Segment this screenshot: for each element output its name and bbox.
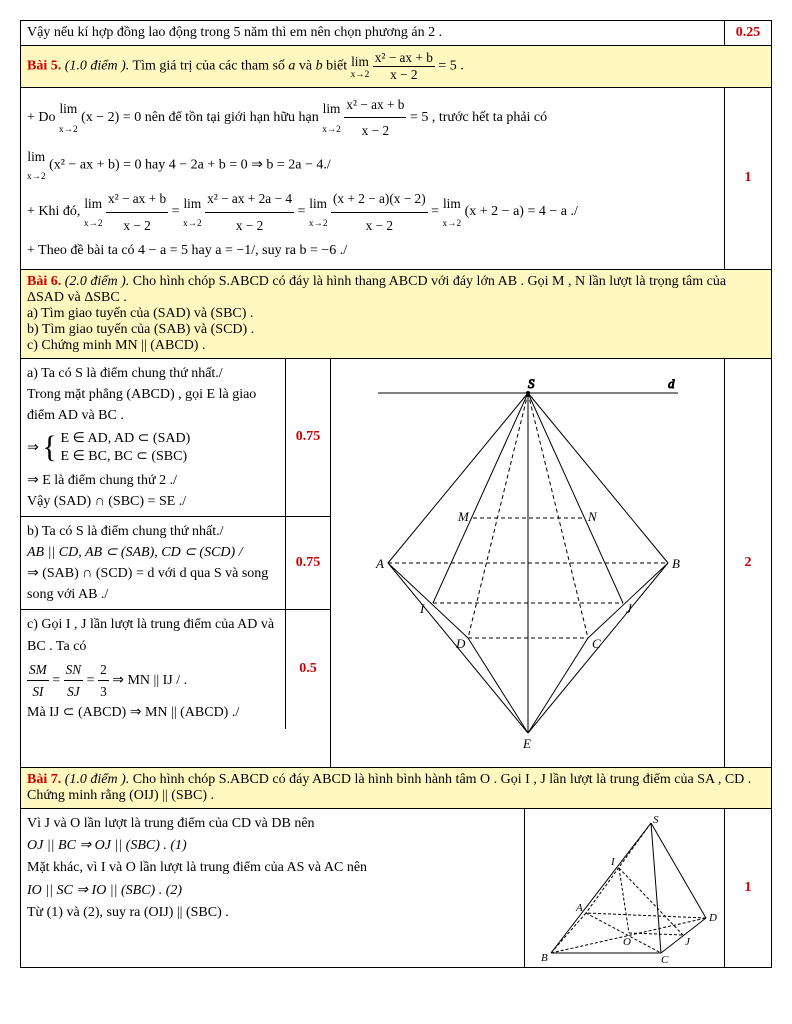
svg-text:S: S: [653, 814, 659, 826]
bai6-header: Bài 6. (2.0 điểm ). Cho hình chóp S.ABCD…: [21, 270, 771, 359]
svg-text:S: S: [528, 376, 535, 391]
svg-text:A: A: [575, 902, 583, 914]
svg-text:M: M: [457, 509, 470, 524]
svg-text:B: B: [672, 556, 680, 571]
svg-text:O: O: [623, 936, 631, 948]
conclusion-text: Vậy nếu kí hợp đồng lao động trong 5 năm…: [21, 21, 725, 45]
bai5-header: Bài 5. (1.0 điểm ). Tìm giá trị của các …: [21, 46, 771, 88]
svg-text:B: B: [541, 952, 548, 963]
bai5-text-a: Tìm giá trị của các tham số: [133, 59, 289, 74]
bai6-solution: a) Ta có S là điểm chung thứ nhất./ Tron…: [21, 359, 771, 768]
svg-text:J: J: [685, 936, 691, 948]
svg-text:d: d: [668, 376, 675, 391]
bai7-header: Bài 7. (1.0 điểm ). Cho hình chóp S.ABCD…: [21, 768, 771, 809]
svg-text:D: D: [455, 636, 466, 651]
conclusion-score: 0.25: [725, 21, 771, 45]
bai7-diagram: S A B C D I O J: [531, 813, 721, 963]
svg-text:D: D: [708, 912, 717, 924]
bai7-score: 1: [725, 809, 771, 967]
svg-text:C: C: [592, 636, 601, 651]
bai6-total: 2: [725, 359, 771, 767]
bai5-solution: + Do limx→2 (x − 2) = 0 nên để tồn tại g…: [21, 88, 771, 270]
svg-text:I: I: [610, 856, 616, 868]
bai5-label: Bài 5.: [27, 59, 61, 74]
svg-text:A: A: [375, 556, 384, 571]
svg-text:C: C: [661, 954, 669, 963]
bai5-score: 1: [725, 88, 771, 269]
svg-text:J: J: [626, 601, 633, 616]
svg-text:I: I: [419, 601, 425, 616]
svg-text:N: N: [587, 509, 598, 524]
exam-page: Vậy nếu kí hợp đồng lao động trong 5 năm…: [20, 20, 772, 968]
bai6-diagram: S d: [358, 363, 698, 763]
bai7-solution: Vì J và O lần lượt là trung điểm của CD …: [21, 809, 771, 967]
row-conclusion: Vậy nếu kí hợp đồng lao động trong 5 năm…: [21, 21, 771, 46]
bai5-diem: (1.0 điểm ).: [65, 59, 130, 74]
svg-text:E: E: [522, 736, 531, 751]
